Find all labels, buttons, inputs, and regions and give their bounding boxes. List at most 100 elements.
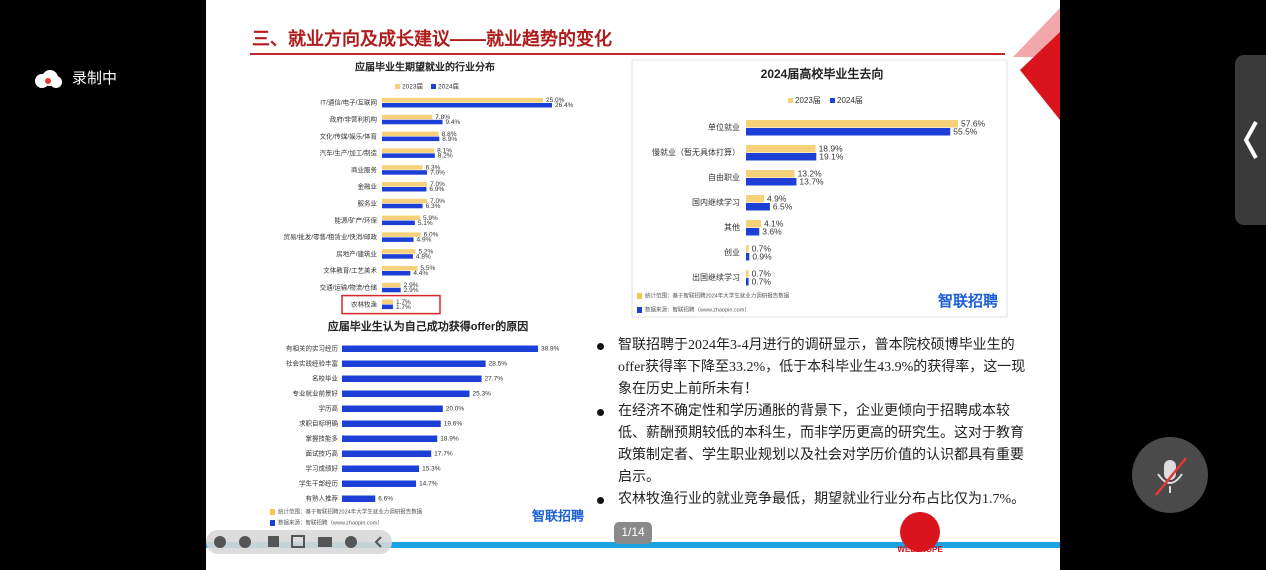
bar	[382, 282, 401, 288]
value-label: 6.9%	[429, 186, 444, 193]
page-indicator: 1/14	[621, 525, 645, 539]
value-label: 18.9%	[440, 436, 459, 443]
value-label: 4.8%	[416, 253, 431, 260]
decor	[1020, 32, 1060, 120]
category-label: 国内继续学习	[692, 197, 740, 207]
bar	[746, 195, 765, 203]
bar	[382, 182, 428, 187]
note-swatch	[637, 307, 642, 313]
value-label: 13.7%	[799, 176, 824, 186]
value-label: 19.6%	[444, 421, 463, 428]
highlight-box	[341, 294, 441, 315]
value-label: 7.0%	[430, 181, 445, 188]
category-label: 文体教育/工艺美术	[323, 266, 377, 275]
note: 数据来源：智联招聘（www.zhaopin.com）	[278, 518, 383, 526]
side-tab[interactable]	[1235, 55, 1266, 225]
recorder: 录制中	[35, 70, 117, 88]
value-label: 5.1%	[418, 220, 433, 227]
value-label: 7.8%	[435, 114, 450, 121]
bar	[746, 220, 762, 228]
category-label: 政府/非营利机构	[330, 115, 378, 124]
page-box	[614, 522, 652, 544]
source-logo: 智联招聘	[938, 292, 998, 310]
category-label: 专业就业前景好	[293, 389, 339, 398]
legend-swatch	[431, 84, 436, 89]
category-label: 慢就业（暂无具体打算）	[652, 147, 740, 157]
category-label: 有熟人推荐	[306, 494, 339, 503]
note-swatch	[637, 293, 642, 299]
bar	[342, 420, 441, 427]
bar	[746, 128, 951, 136]
bar	[382, 203, 423, 209]
bullet: 农林牧渔行业的就业竞争最低，期望就业行业分布占比仅为1.7%。	[597, 489, 1026, 511]
bar	[382, 103, 552, 108]
value-label: 14.7%	[419, 481, 438, 488]
bar	[342, 375, 482, 382]
value-label: 2.9%	[404, 287, 419, 294]
value-label: 25.3%	[472, 391, 491, 398]
category-label: 求职目标明确	[299, 419, 339, 428]
category-label: 面试技巧高	[306, 449, 339, 458]
slide-title: 三、就业方向及成长建议——就业趋势的变化	[252, 28, 612, 49]
value-label: 6.6%	[378, 496, 393, 503]
value-label: 5.2%	[418, 248, 433, 255]
category-label: 自由职业	[708, 172, 740, 182]
category-label: 能源/矿产/环保	[334, 215, 377, 224]
value-label: 1.7%	[396, 304, 411, 311]
bar	[382, 148, 435, 153]
logo-text: WELLHOPE	[897, 545, 943, 554]
note: 统计范围：基于智联招聘2024年大学生就业力调研报告数据	[278, 507, 423, 515]
bar	[382, 198, 428, 204]
bar	[342, 390, 470, 397]
mic-button[interactable]	[1132, 437, 1208, 513]
value-label: 3.6%	[762, 226, 782, 236]
value-label: 1.7%	[396, 299, 411, 306]
bar	[382, 287, 401, 293]
bar	[382, 249, 416, 254]
bullet: 在经济不确定性和学历通胀的背景下，企业更倾向于招聘成本较低、薪酬预期较低的本科生…	[597, 401, 1026, 489]
bar	[382, 254, 413, 259]
category-label: 其他	[724, 222, 740, 232]
bar	[342, 465, 420, 472]
bar	[382, 98, 543, 103]
bar	[342, 405, 443, 412]
category-label: 学历高	[319, 404, 339, 413]
bar	[382, 187, 427, 192]
bar	[382, 131, 439, 137]
note: 数据来源：智联招聘（www.zhaopin.com）	[645, 305, 750, 313]
value-label: 25.0%	[546, 97, 565, 104]
value-label: 6.3%	[426, 164, 441, 171]
category-label: 房地产/建筑业	[336, 249, 377, 258]
bar	[746, 145, 816, 153]
bar	[342, 495, 376, 502]
legend-label: 2024届	[438, 83, 459, 91]
value-label: 20.0%	[446, 406, 465, 413]
bar	[746, 245, 749, 253]
bar	[382, 119, 443, 125]
recorder-status: 录制中	[72, 70, 117, 87]
value-label: 17.7%	[434, 451, 453, 458]
bar	[342, 435, 438, 442]
toolbar[interactable]	[206, 530, 392, 554]
category-label: 贸易/批发/零售/租赁业/快消/邮政	[283, 232, 377, 241]
value-label: 7.0%	[430, 198, 445, 205]
bar	[382, 271, 411, 276]
bar	[746, 153, 817, 161]
legend-label: 2023届	[795, 96, 821, 105]
bar	[746, 120, 958, 128]
bar	[382, 114, 433, 120]
category-label: 学生干部经历	[299, 479, 339, 488]
bar	[746, 270, 749, 278]
source-logo: 智联招聘	[532, 508, 584, 523]
value-label: 6.3%	[426, 203, 441, 210]
bar	[382, 299, 393, 305]
value-label: 0.7%	[752, 268, 772, 278]
bar	[382, 237, 414, 242]
bar	[342, 480, 417, 487]
category-label: IT/通信/电子/互联网	[320, 98, 377, 107]
bullet-list: 智联招聘于2024年3-4月进行的调研显示，普本院校硕博毕业生的offer获得率…	[597, 335, 1026, 511]
value-label: 4.9%	[417, 237, 432, 244]
bar	[746, 253, 750, 261]
slide	[206, 0, 1060, 570]
bar	[746, 203, 770, 211]
